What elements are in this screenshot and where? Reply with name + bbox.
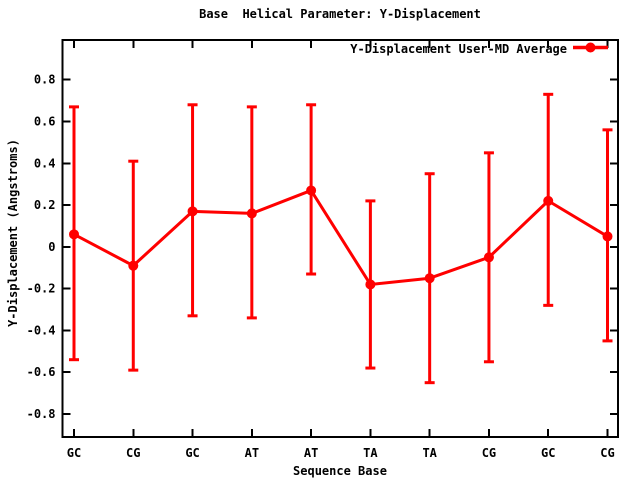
plot-border [61, 39, 619, 438]
data-point-marker [306, 185, 317, 196]
legend-label: Y-Displacement User-MD Average [350, 42, 567, 56]
x-tick-label: TA [422, 446, 437, 460]
x-tick-label: AT [245, 446, 259, 460]
y-tick-label: -0.2 [27, 282, 56, 296]
x-axis-title: Sequence Base [293, 464, 387, 478]
y-tick-label: 0.6 [34, 114, 56, 128]
x-tick-label: AT [304, 446, 318, 460]
x-tick-label: GC [541, 446, 555, 460]
series-line [73, 188, 609, 286]
y-tick-label: -0.4 [27, 323, 56, 337]
data-point-marker [543, 195, 554, 206]
y-tick-label: 0.4 [34, 156, 56, 170]
chart-title: Base Helical Parameter: Y-Displacement [199, 7, 481, 21]
data-point-marker [602, 231, 613, 242]
data-point-marker [69, 229, 79, 240]
x-tick-label: GC [67, 446, 81, 460]
y-tick-label: 0.8 [34, 73, 56, 87]
x-tick-label: TA [363, 446, 378, 460]
data-point-marker [365, 279, 376, 290]
x-tick-label: GC [185, 446, 199, 460]
y-tick-label: 0 [48, 240, 55, 254]
data-point-marker [128, 260, 139, 271]
x-tick-label: CG [126, 446, 140, 460]
y-tick-label: 0.2 [34, 198, 56, 212]
data-point-marker [424, 273, 435, 284]
y-tick-label: -0.6 [27, 365, 56, 379]
y-tick-label: -0.8 [27, 407, 56, 421]
legend-sample-marker [585, 42, 596, 53]
x-tick-label: CG [600, 446, 614, 460]
data-point-marker [187, 206, 198, 217]
x-tick-label: CG [482, 446, 496, 460]
data-point-marker [483, 252, 494, 263]
data-point-marker [246, 208, 257, 219]
